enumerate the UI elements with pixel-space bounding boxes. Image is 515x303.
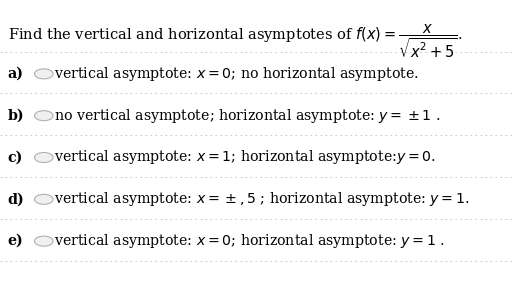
Text: no vertical asymptote; horizontal asymptote: $y = \pm1$ .: no vertical asymptote; horizontal asympt… xyxy=(54,107,441,125)
Circle shape xyxy=(35,194,53,204)
Circle shape xyxy=(35,111,53,121)
Text: vertical asymptote: $x = 0$; no horizontal asymptote.: vertical asymptote: $x = 0$; no horizont… xyxy=(54,65,419,83)
Circle shape xyxy=(35,152,53,162)
Circle shape xyxy=(35,69,53,79)
Text: b): b) xyxy=(8,109,24,123)
Text: vertical asymptote: $x = 1$; horizontal asymptote:$y = 0$.: vertical asymptote: $x = 1$; horizontal … xyxy=(54,148,436,167)
Text: c): c) xyxy=(8,151,23,165)
Text: a): a) xyxy=(8,67,24,81)
Circle shape xyxy=(35,236,53,246)
Text: Find the vertical and horizontal asymptotes of $f(x) = \dfrac{x}{\sqrt{x^2+5}}$.: Find the vertical and horizontal asympto… xyxy=(8,22,463,60)
Text: d): d) xyxy=(8,192,25,206)
Text: vertical asymptote: $x = \pm,5$ ; horizontal asymptote: $y = 1$.: vertical asymptote: $x = \pm,5$ ; horizo… xyxy=(54,190,470,208)
Text: e): e) xyxy=(8,234,24,248)
Text: vertical asymptote: $x = 0$; horizontal asymptote: $y = 1$ .: vertical asymptote: $x = 0$; horizontal … xyxy=(54,232,445,250)
